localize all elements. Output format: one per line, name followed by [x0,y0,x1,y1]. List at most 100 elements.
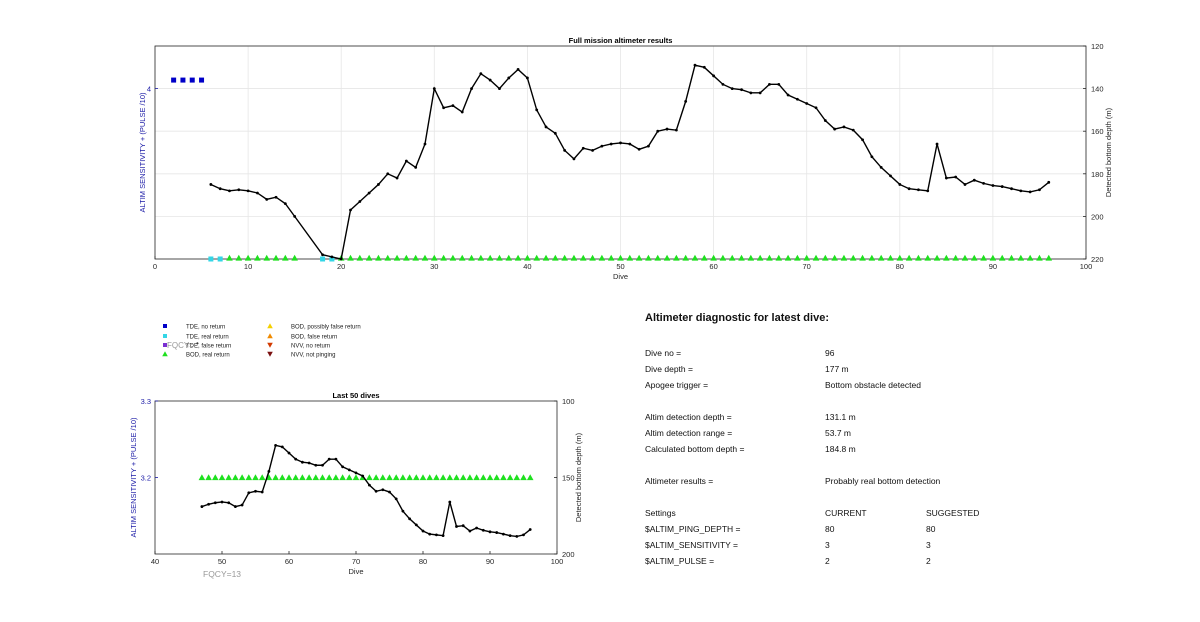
suggested-label: SUGGESTED [926,508,980,518]
depth-point [628,142,632,146]
bod-real-return-marker [849,254,857,261]
depth-point [526,76,529,80]
depth-point [495,531,499,534]
bod-real-return-marker [232,474,239,481]
depth-point [544,125,548,129]
bod-real-return-marker [673,254,680,261]
bod-real-return-marker [238,474,246,481]
pulse-current: 2 [825,556,830,566]
depth-point [609,142,613,146]
depth-point [294,457,298,461]
depth-point [240,503,244,507]
depth-point [581,146,585,150]
settings-marker [171,77,177,83]
depth-point [777,82,781,86]
dive-no-label: Dive no = [645,348,682,358]
depth-point [327,457,331,461]
bod-real-return-marker [877,254,885,261]
depth-point [354,471,358,475]
depth-point [461,524,465,528]
x-tick-label: 60 [285,557,293,566]
bod-real-return-marker [952,254,959,261]
tde-real-return-marker [329,256,335,262]
ping-depth-suggested: 80 [926,524,936,534]
pulse-label: $ALTIM_PULSE = [645,556,715,566]
bod-real-return-marker [486,254,494,261]
bod-real-return-marker [375,254,382,261]
left-y-tick-label: 3.3 [141,397,151,406]
bod-real-return-marker [859,254,866,261]
legend-label: BOD, false return [291,335,337,341]
bod-real-return-marker [579,254,587,261]
depth-point [823,119,827,122]
depth-point [665,127,669,131]
settings-label: Settings [645,508,676,518]
bod-real-return-marker [663,254,671,261]
left-y-tick-label: 3.2 [141,474,151,483]
tde-real-return-marker [208,256,214,262]
depth-point [442,106,446,110]
depth-point [1028,190,1032,194]
depth-point [684,99,688,103]
depth-point [498,87,501,90]
detection-range-value: 53.7 m [825,428,851,438]
legend-marker [267,323,273,329]
depth-point [926,189,930,193]
depth-point [502,532,505,536]
depth-point [861,138,864,142]
bod-real-return-marker [868,254,876,261]
depth-point [404,159,408,163]
bod-real-return-marker [393,254,401,261]
bottom-depth-value: 184.8 m [825,444,856,454]
left-y-tick-label: 4 [147,85,151,94]
depth-point [330,255,334,259]
bod-real-return-marker [258,474,266,481]
bod-real-return-marker [961,254,969,261]
depth-point [358,200,362,203]
depth-point [702,65,706,69]
depth-point [851,128,855,132]
depth-point [468,529,472,533]
depth-point [898,183,902,186]
legend-label: NVV, no return [291,344,330,350]
bod-real-return-marker [263,254,271,261]
bod-real-return-marker [292,474,299,481]
depth-point [334,457,338,461]
bod-real-return-marker [433,474,440,481]
bod-real-return-marker [477,254,485,261]
bod-real-return-marker [542,254,550,261]
bod-real-return-marker [520,474,527,481]
depth-point [218,187,222,191]
depth-point [408,517,411,521]
marker-legend: TDE, no return TDE, real return TDE, false… [162,323,361,359]
depth-point [889,174,892,178]
bod-real-return-marker [905,254,913,261]
depth-point [693,63,697,67]
legend-marker [163,324,167,328]
bod-real-return-marker [431,254,438,261]
depth-point [388,490,391,494]
bod-real-return-marker [896,254,904,261]
depth-point [234,505,237,508]
pulse-suggested: 2 [926,556,931,566]
depth-point [247,491,251,495]
bod-real-return-marker [766,254,773,261]
full-mission-chart: 0 10 20 30 40 50 60 70 80 90 100 120 140 160 180 200 220… [138,36,1113,281]
legend-marker [267,342,273,348]
depth-point [227,501,231,505]
bod-real-return-marker [459,474,467,481]
depth-point [228,189,231,193]
depth-point [758,91,762,95]
depth-point [786,93,790,97]
x-tick-label: 90 [989,262,997,271]
ping-depth-current: 80 [825,524,835,534]
left-y-axis-label: ALTIM SENSITIVITY + (PULSE /10) [138,92,147,212]
bod-real-return-marker [500,474,507,481]
bod-real-return-marker [598,254,606,261]
bod-real-return-marker [980,254,987,261]
depth-point [488,530,492,534]
depth-point [572,157,576,161]
right-y-tick-label: 220 [1091,255,1104,264]
depth-point [944,176,948,180]
